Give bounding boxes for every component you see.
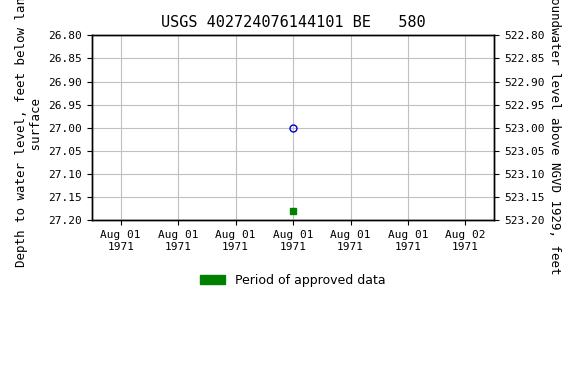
Legend: Period of approved data: Period of approved data: [195, 269, 391, 292]
Y-axis label: Depth to water level, feet below land
 surface: Depth to water level, feet below land su…: [15, 0, 43, 266]
Title: USGS 402724076144101 BE   580: USGS 402724076144101 BE 580: [161, 15, 426, 30]
Y-axis label: Groundwater level above NGVD 1929, feet: Groundwater level above NGVD 1929, feet: [548, 0, 561, 274]
